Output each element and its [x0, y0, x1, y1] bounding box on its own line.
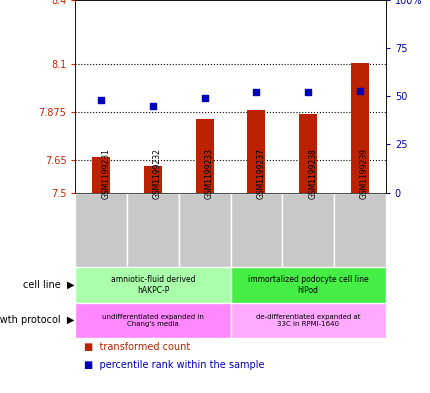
- Bar: [92, 157, 110, 193]
- Bar: [282, 193, 333, 267]
- Point: [356, 87, 362, 94]
- Bar: [75, 267, 230, 303]
- Bar: [230, 193, 282, 267]
- Text: GSM1199238: GSM1199238: [307, 148, 316, 198]
- Text: de-differentiated expanded at
33C in RPMI-1640: de-differentiated expanded at 33C in RPM…: [255, 314, 359, 327]
- Text: immortalized podocyte cell line
hIPod: immortalized podocyte cell line hIPod: [247, 275, 368, 295]
- Text: GSM1199231: GSM1199231: [101, 148, 110, 198]
- Bar: [333, 193, 385, 267]
- Text: GSM1199232: GSM1199232: [153, 148, 162, 198]
- Point: [98, 97, 104, 103]
- Bar: [230, 267, 385, 303]
- Bar: [144, 166, 162, 193]
- Text: GSM1199233: GSM1199233: [204, 147, 213, 198]
- Text: undifferentiated expanded in
Chang's media: undifferentiated expanded in Chang's med…: [102, 314, 203, 327]
- Point: [149, 103, 156, 109]
- Text: cell line  ▶: cell line ▶: [23, 280, 74, 290]
- Bar: [247, 110, 265, 193]
- Text: ■  transformed count: ■ transformed count: [84, 342, 190, 352]
- Text: growth protocol  ▶: growth protocol ▶: [0, 315, 74, 325]
- Bar: [75, 193, 127, 267]
- Text: amniotic-fluid derived
hAKPC-P: amniotic-fluid derived hAKPC-P: [111, 275, 195, 295]
- Text: GSM1199237: GSM1199237: [256, 147, 265, 198]
- Point: [252, 89, 259, 95]
- Bar: [195, 119, 213, 193]
- Bar: [350, 63, 368, 193]
- Bar: [127, 193, 178, 267]
- Point: [304, 89, 311, 95]
- Bar: [178, 193, 230, 267]
- Text: GSM1199239: GSM1199239: [359, 147, 368, 198]
- Bar: [230, 303, 385, 338]
- Point: [201, 95, 208, 101]
- Bar: [298, 114, 316, 193]
- Bar: [75, 303, 230, 338]
- Text: ■  percentile rank within the sample: ■ percentile rank within the sample: [84, 360, 264, 369]
